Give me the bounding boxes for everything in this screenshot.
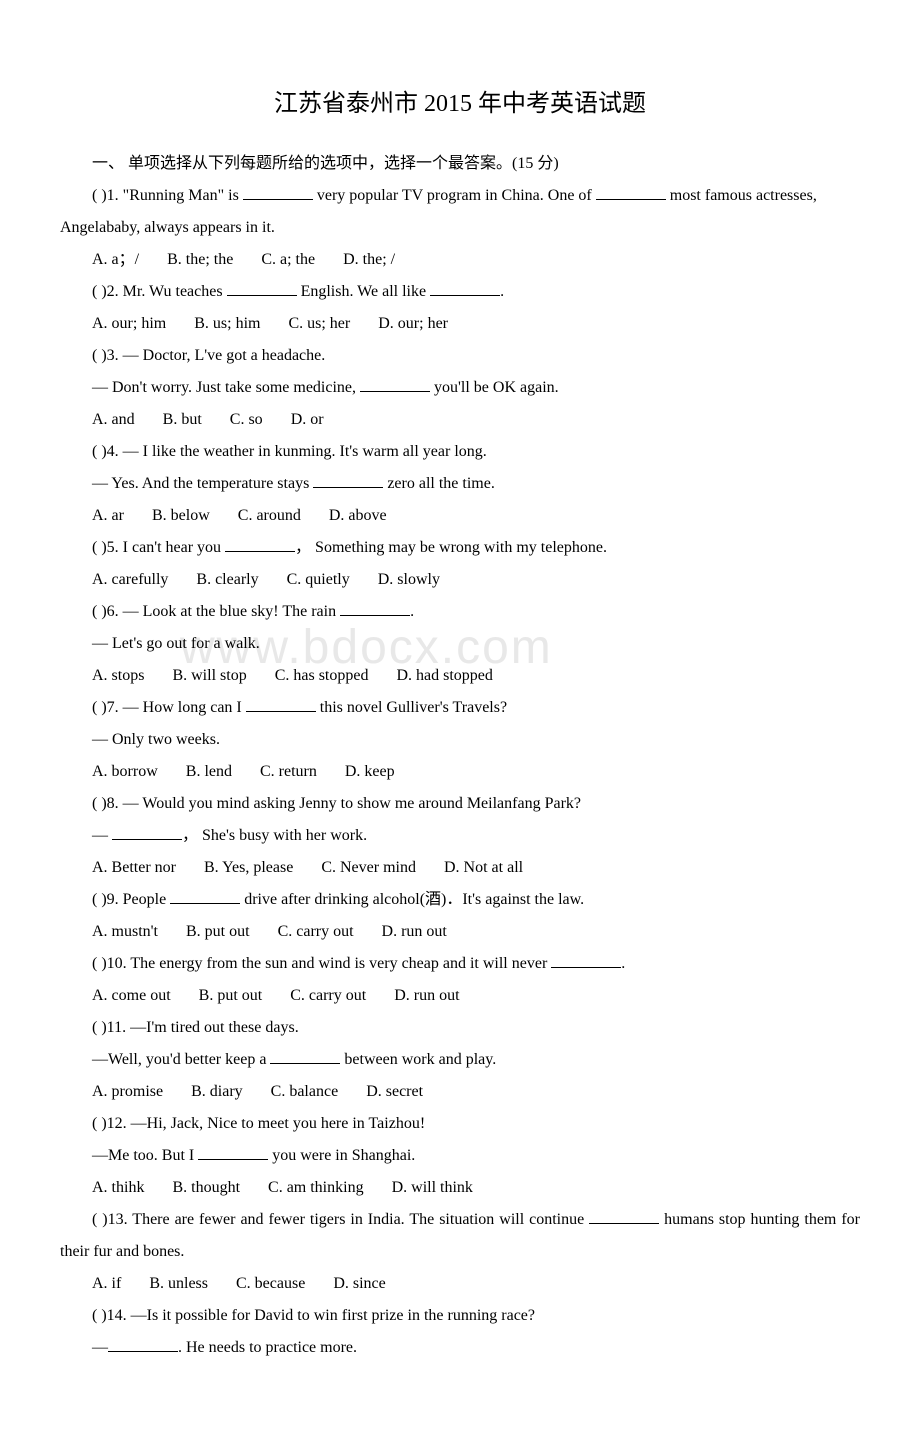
q6-options: A. stopsB. will stopC. has stoppedD. had… <box>60 660 860 692</box>
q13-text: ( )13. There are fewer and fewer tigers … <box>60 1204 860 1268</box>
q7-line1: ( )7. — How long can I this novel Gulliv… <box>60 692 860 724</box>
q5-options: A. carefullyB. clearlyC. quietlyD. slowl… <box>60 564 860 596</box>
q8-line1: ( )8. — Would you mind asking Jenny to s… <box>60 788 860 820</box>
q11-options: A. promiseB. diaryC. balanceD. secret <box>60 1076 860 1108</box>
q1-text: ( )1. "Running Man" is very popular TV p… <box>60 180 860 244</box>
q11-line2: —Well, you'd better keep a between work … <box>60 1044 860 1076</box>
q9-options: A. mustn'tB. put outC. carry outD. run o… <box>60 916 860 948</box>
q3-options: A. andB. butC. soD. or <box>60 404 860 436</box>
q12-line1: ( )12. —Hi, Jack, Nice to meet you here … <box>60 1108 860 1140</box>
q14-line2: —. He needs to practice more. <box>60 1332 860 1364</box>
q2-options: A. our; himB. us; himC. us; herD. our; h… <box>60 308 860 340</box>
q7-line2: — Only two weeks. <box>60 724 860 756</box>
q4-line2: — Yes. And the temperature stays zero al… <box>60 468 860 500</box>
q6-line1: ( )6. — Look at the blue sky! The rain . <box>60 596 860 628</box>
q10-options: A. come outB. put outC. carry outD. run … <box>60 980 860 1012</box>
q5-text: ( )5. I can't hear you ， Something may b… <box>60 532 860 564</box>
section-header: 一、 单项选择从下列每题所给的选项中，选择一个最答案。(15 分) <box>60 148 860 180</box>
q8-line2: — ， She's busy with her work. <box>60 820 860 852</box>
q3-line2: — Don't worry. Just take some medicine, … <box>60 372 860 404</box>
q12-options: A. thihkB. thoughtC. am thinkingD. will … <box>60 1172 860 1204</box>
page-title: 江苏省泰州市 2015 年中考英语试题 <box>60 80 860 128</box>
q4-options: A. arB. belowC. aroundD. above <box>60 500 860 532</box>
q3-line1: ( )3. — Doctor, L've got a headache. <box>60 340 860 372</box>
q8-options: A. Better norB. Yes, pleaseC. Never mind… <box>60 852 860 884</box>
q11-line1: ( )11. —I'm tired out these days. <box>60 1012 860 1044</box>
q14-line1: ( )14. —Is it possible for David to win … <box>60 1300 860 1332</box>
q13-options: A. ifB. unlessC. becauseD. since <box>60 1268 860 1300</box>
q12-line2: —Me too. But I you were in Shanghai. <box>60 1140 860 1172</box>
q1-options: A. a；/B. the; theC. a; theD. the; / <box>60 244 860 276</box>
q2-text: ( )2. Mr. Wu teaches English. We all lik… <box>60 276 860 308</box>
q7-options: A. borrowB. lendC. returnD. keep <box>60 756 860 788</box>
q6-line2: — Let's go out for a walk. <box>60 628 860 660</box>
q10-text: ( )10. The energy from the sun and wind … <box>60 948 860 980</box>
q9-text: ( )9. People drive after drinking alcoho… <box>60 884 860 916</box>
q4-line1: ( )4. — I like the weather in kunming. I… <box>60 436 860 468</box>
